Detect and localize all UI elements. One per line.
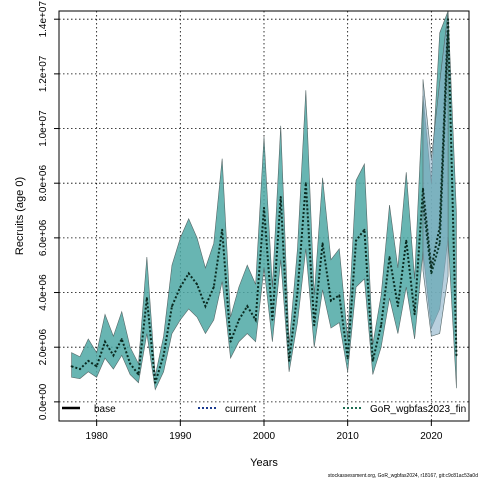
point-current [87, 359, 90, 362]
x-tick-label: 1990 [169, 431, 192, 442]
point-current [129, 362, 132, 365]
point-current [430, 267, 433, 269]
point-current [221, 228, 224, 231]
point-current [288, 359, 291, 362]
x-axis-ticks: 1980 1990 2000 2010 2020 [86, 421, 443, 442]
point-current [330, 299, 332, 302]
point-current [246, 305, 249, 308]
y-tick-label: 1.2e+07 [38, 55, 49, 92]
y-tick-label: 8.0e+06 [38, 165, 49, 202]
point-current [145, 297, 148, 299]
x-tick-label: 2010 [337, 431, 360, 442]
point-current [112, 354, 115, 357]
y-tick-label: 2.0e+06 [38, 329, 49, 366]
credit-text: stockassessment.org, GoR_wgbfas2024, r18… [328, 473, 478, 479]
point-current [237, 318, 240, 321]
point-GoR_wgbfas2023_fin [430, 272, 433, 275]
point-current [413, 313, 416, 316]
point-current [179, 286, 182, 288]
point-current [346, 357, 349, 360]
point-current [137, 373, 140, 376]
series-points [70, 18, 458, 384]
point-current [162, 354, 165, 357]
y-axis-ticks: 0.0e+00 2.0e+06 4.0e+06 6.0e+06 8.0e+06 1.0e+… [38, 1, 59, 420]
point-current [371, 359, 374, 362]
legend-label-base: base [94, 404, 116, 415]
point-current [154, 381, 157, 384]
point-current [263, 206, 265, 209]
point-current [70, 365, 73, 368]
band-current [71, 10, 457, 391]
point-current [171, 305, 173, 308]
point-current [279, 195, 282, 198]
point-current [405, 239, 408, 242]
point-current [338, 294, 341, 297]
y-axis-title: Recruits (age 0) [14, 177, 26, 255]
line-GoR_wgbfas2023_fin [421, 32, 450, 274]
y-tick-label: 4.0e+06 [38, 274, 49, 311]
point-current [271, 318, 274, 321]
point-current [422, 187, 424, 190]
point-GoR_wgbfas2023_fin [447, 31, 449, 34]
point-GoR_wgbfas2023_fin [422, 201, 424, 204]
x-tick-label: 1980 [86, 431, 109, 442]
point-current [438, 226, 441, 228]
point-current [212, 286, 215, 288]
point-current [388, 256, 391, 258]
point-current [396, 305, 399, 308]
x-axis-title: Years [250, 457, 278, 469]
point-current [380, 324, 383, 327]
point-current [79, 368, 81, 370]
point-current [187, 272, 190, 275]
point-current [229, 340, 232, 343]
y-tick-label: 1.4e+07 [38, 1, 49, 38]
y-tick-label: 0.0e+00 [38, 383, 49, 420]
point-current [321, 242, 324, 245]
point-current [204, 305, 207, 308]
legend: base current GoR_wgbfas2023_fin [62, 404, 466, 415]
point-current [95, 365, 98, 368]
y-tick-label: 6.0e+06 [38, 219, 49, 256]
point-current [120, 338, 123, 340]
point-current [296, 291, 299, 294]
point-current [313, 324, 316, 327]
y-tick-label: 1.0e+07 [38, 110, 49, 147]
x-tick-label: 2020 [420, 431, 443, 442]
point-current [304, 182, 307, 185]
point-current [196, 283, 198, 286]
legend-label-gor: GoR_wgbfas2023_fin [370, 404, 466, 415]
point-current [447, 18, 449, 21]
legend-label-current: current [225, 404, 256, 415]
point-GoR_wgbfas2023_fin [438, 242, 441, 245]
x-tick-label: 2000 [253, 431, 276, 442]
point-current [355, 239, 357, 242]
point-current [104, 340, 106, 343]
band-GoR_wgbfas2023_fin [422, 10, 449, 337]
point-current [254, 318, 257, 321]
point-current [363, 228, 366, 231]
point-current [455, 354, 458, 357]
